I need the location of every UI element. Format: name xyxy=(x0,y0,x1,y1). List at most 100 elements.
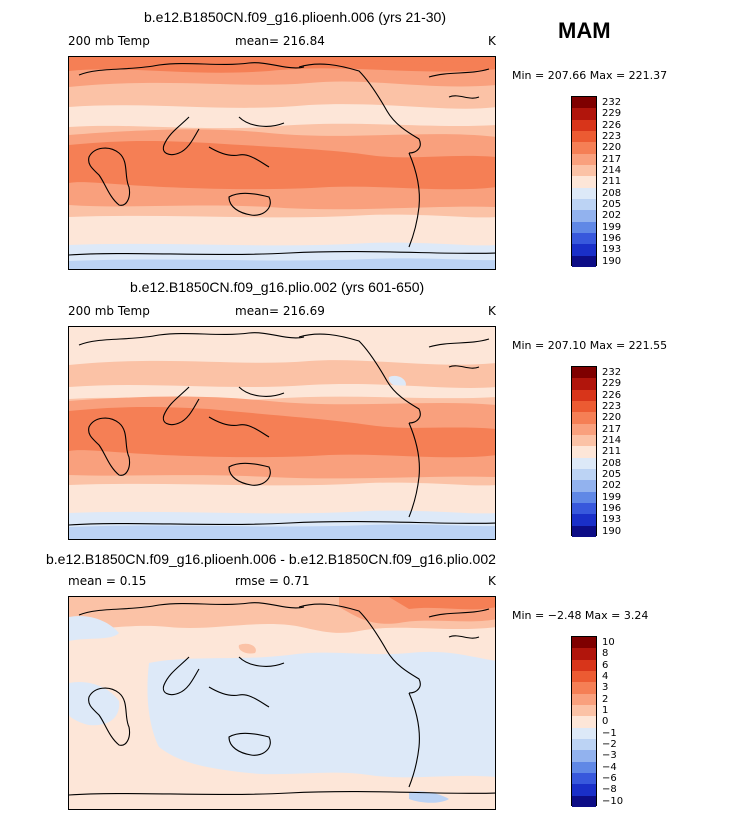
colorbar-swatch xyxy=(572,761,596,773)
panel2-title: b.e12.B1850CN.f09_g16.plio.002 (yrs 601-… xyxy=(130,279,425,295)
colorbar-label: 226 xyxy=(602,119,622,131)
colorbar-label: 205 xyxy=(602,199,622,210)
colorbar-label: −1 xyxy=(602,727,617,739)
colorbar-label: 4 xyxy=(602,671,609,682)
panel2-mean-label: mean= 216.69 xyxy=(235,304,325,318)
colorbar-label: 217 xyxy=(602,423,622,435)
colorbar-label: 211 xyxy=(602,446,622,458)
colorbar-swatch xyxy=(572,232,596,245)
colorbar-swatch xyxy=(572,795,596,807)
colorbar-label: 190 xyxy=(602,525,622,537)
colorbar-swatch xyxy=(572,378,596,390)
panel2-map xyxy=(68,326,496,540)
panel3-minmax: Min = −2.48 Max = 3.24 xyxy=(512,609,649,622)
colorbar-swatch xyxy=(572,514,596,526)
colorbar-label: 232 xyxy=(602,97,622,108)
colorbar-swatch xyxy=(572,525,596,537)
panel2-minmax: Min = 207.10 Max = 221.55 xyxy=(512,339,668,352)
colorbar-swatch xyxy=(572,389,596,401)
colorbar-label: −10 xyxy=(602,795,624,807)
colorbar-label: 202 xyxy=(602,210,622,222)
colorbar-label: 8 xyxy=(602,648,609,660)
colorbar-label: 229 xyxy=(602,108,622,120)
colorbar-swatch xyxy=(572,502,596,515)
colorbar-swatch xyxy=(572,716,596,728)
colorbar-label: 205 xyxy=(602,469,622,480)
colorbar-swatch xyxy=(572,491,596,503)
colorbar-label: 196 xyxy=(602,233,622,244)
colorbar-swatch xyxy=(572,367,596,379)
colorbar-swatch xyxy=(572,142,596,154)
colorbar-swatch xyxy=(572,255,596,267)
colorbar-label: 223 xyxy=(602,131,622,142)
colorbar-swatch xyxy=(572,480,596,492)
panel3-mean-label: mean = 0.15 xyxy=(68,574,147,588)
panel3-colorbar xyxy=(571,636,597,807)
colorbar-swatch xyxy=(572,648,596,660)
panel1-map xyxy=(68,56,496,270)
colorbar-swatch xyxy=(572,153,596,165)
colorbar-swatch xyxy=(572,750,596,762)
colorbar-label: 193 xyxy=(602,514,622,526)
panel3-units-label: K xyxy=(488,574,496,588)
panel1-colorbar xyxy=(571,96,597,267)
colorbar-swatch xyxy=(572,682,596,694)
colorbar-label: −8 xyxy=(602,784,617,796)
colorbar-swatch xyxy=(572,738,596,751)
panel1-units-label: K xyxy=(488,34,496,48)
colorbar-swatch xyxy=(572,164,596,177)
colorbar-label: 1 xyxy=(602,705,609,716)
colorbar-swatch xyxy=(572,727,596,739)
colorbar-label: 223 xyxy=(602,401,622,412)
colorbar-swatch xyxy=(572,187,596,199)
colorbar-label: −3 xyxy=(602,750,617,762)
colorbar-swatch xyxy=(572,637,596,649)
colorbar-label: 220 xyxy=(602,142,622,154)
colorbar-label: 226 xyxy=(602,389,622,401)
colorbar-label: 208 xyxy=(602,187,622,199)
panel3-map xyxy=(68,596,496,810)
colorbar-label: 2 xyxy=(602,693,609,705)
colorbar-swatch xyxy=(572,198,596,211)
colorbar-label: 214 xyxy=(602,435,622,446)
colorbar-swatch xyxy=(572,457,596,469)
colorbar-label: 193 xyxy=(602,244,622,256)
colorbar-swatch xyxy=(572,670,596,683)
panel2-variable-label: 200 mb Temp xyxy=(68,304,150,318)
colorbar-label: 199 xyxy=(602,491,622,503)
colorbar-swatch xyxy=(572,130,596,143)
colorbar-label: −4 xyxy=(602,761,617,773)
colorbar-label: 3 xyxy=(602,682,609,694)
colorbar-swatch xyxy=(572,446,596,458)
colorbar-label: 220 xyxy=(602,412,622,424)
colorbar-swatch xyxy=(572,176,596,188)
panel1-mean-label: mean= 216.84 xyxy=(235,34,325,48)
colorbar-swatch xyxy=(572,434,596,447)
colorbar-swatch xyxy=(572,97,596,109)
colorbar-swatch xyxy=(572,412,596,424)
colorbar-label: 208 xyxy=(602,457,622,469)
colorbar-label: 0 xyxy=(602,716,609,728)
colorbar-swatch xyxy=(572,108,596,120)
colorbar-swatch xyxy=(572,704,596,717)
panel2-units-label: K xyxy=(488,304,496,318)
panel1-title: b.e12.B1850CN.f09_g16.plioenh.006 (yrs 2… xyxy=(144,9,446,25)
colorbar-swatch xyxy=(572,244,596,256)
panel2-colorbar xyxy=(571,366,597,537)
colorbar-label: 202 xyxy=(602,480,622,492)
colorbar-label: 217 xyxy=(602,153,622,165)
colorbar-swatch xyxy=(572,423,596,435)
colorbar-label: 229 xyxy=(602,378,622,390)
panel1-minmax: Min = 207.66 Max = 221.37 xyxy=(512,69,668,82)
colorbar-label: 232 xyxy=(602,367,622,378)
colorbar-swatch xyxy=(572,221,596,233)
colorbar-swatch xyxy=(572,210,596,222)
colorbar-swatch xyxy=(572,693,596,705)
colorbar-label: 196 xyxy=(602,503,622,514)
panel1-variable-label: 200 mb Temp xyxy=(68,34,150,48)
panel3-title: b.e12.B1850CN.f09_g16.plioenh.006 - b.e1… xyxy=(46,551,496,567)
colorbar-swatch xyxy=(572,784,596,796)
colorbar-swatch xyxy=(572,119,596,131)
colorbar-label: −6 xyxy=(602,773,617,784)
colorbar-swatch xyxy=(572,772,596,785)
